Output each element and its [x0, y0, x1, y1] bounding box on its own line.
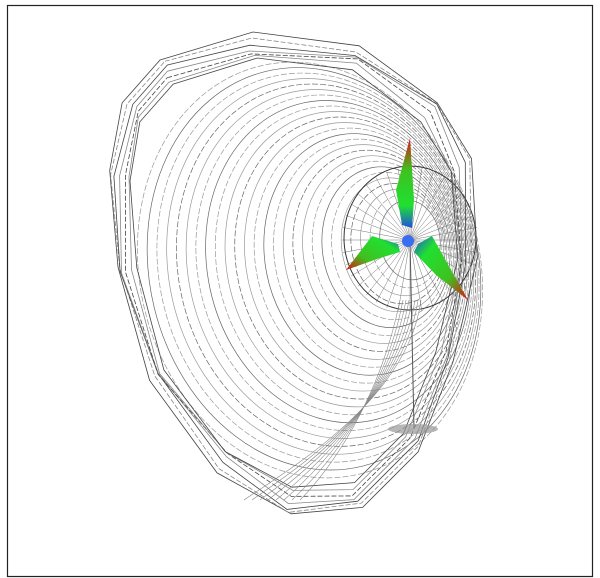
frame-border [8, 6, 593, 577]
tower-shadow [388, 424, 438, 434]
hub [402, 235, 414, 247]
render-scene [0, 0, 600, 578]
viewport [0, 0, 600, 578]
